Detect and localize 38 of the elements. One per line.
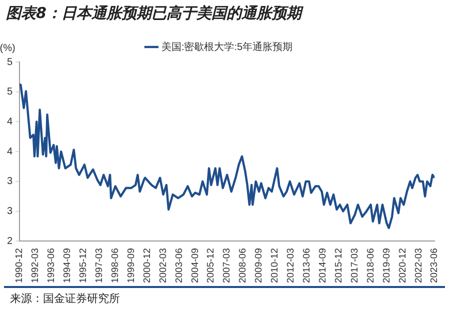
x-tick-label: 1994-09 (62, 248, 74, 284)
chart-title: 图表8：日本通胀预期已高于美国的通胀预期 (5, 3, 304, 24)
x-tick-label: 2004-09 (190, 248, 201, 284)
x-tick-label: 2017-03 (349, 248, 360, 284)
x-tick-label: 1995-12 (78, 248, 90, 284)
x-tick-label: 2008-06 (238, 248, 249, 284)
x-tick-label: 2003-06 (174, 248, 185, 284)
x-tick-label: 2005-12 (206, 248, 217, 284)
x-tick-label: 2014-09 (317, 248, 328, 284)
y-tick-label: 5 (7, 56, 13, 68)
x-tick-label: 2007-03 (222, 248, 233, 284)
x-tick-label: 2002-03 (158, 248, 169, 284)
x-tick-label: 2009-09 (254, 248, 265, 284)
y-tick-label: 4 (7, 146, 13, 158)
y-tick-label: 3 (7, 206, 13, 218)
y-axis-title: (%) (0, 42, 16, 54)
x-tick-label: 1999-09 (126, 248, 137, 284)
y-tick-label: 3 (7, 176, 13, 188)
x-tick-label: 2020-12 (397, 248, 408, 284)
x-tick-label: 1990-12 (14, 248, 26, 284)
x-tick-label: 2019-09 (381, 248, 392, 284)
x-tick-label: 2022-03 (413, 248, 424, 284)
x-tick-label: 2010-12 (270, 248, 281, 284)
x-tick-label: 1997-03 (94, 248, 105, 284)
x-tick-label: 2013-06 (302, 248, 313, 284)
x-tick-label: 1993-06 (46, 248, 58, 284)
x-tick-label: 2015-12 (333, 248, 344, 284)
x-tick-label: 2023-06 (429, 248, 440, 284)
source-note: 来源：国金证券研究所 (4, 286, 445, 306)
y-tick-label: 4 (7, 116, 13, 128)
x-tick-label: 2012-03 (286, 248, 297, 284)
y-tick-label: 2 (7, 236, 13, 247)
legend-label: 美国:密歇根大学:5年通胀预期 (161, 40, 293, 53)
x-tick-label: 2000-12 (142, 248, 153, 284)
y-tick-label: 5 (7, 86, 13, 98)
x-tick-label: 1992-03 (30, 248, 42, 284)
x-tick-label: 1998-06 (110, 248, 121, 284)
x-tick-label: 2018-06 (365, 248, 376, 284)
